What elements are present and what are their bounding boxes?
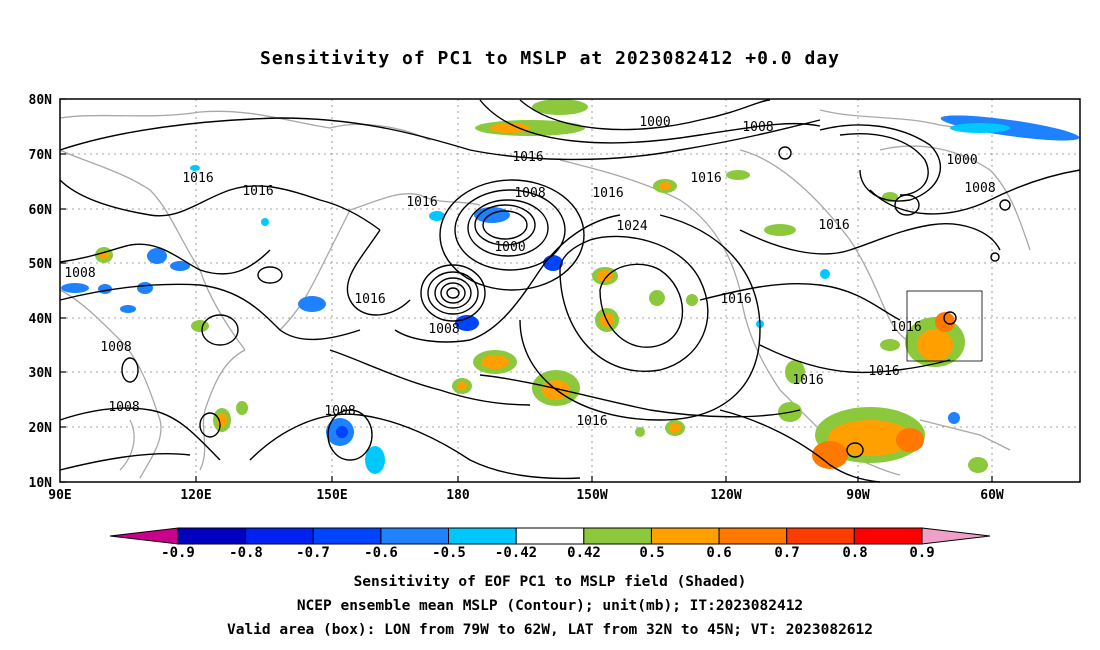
lon-label: 120W	[710, 488, 741, 503]
colorbar-label: 0.5	[639, 545, 664, 561]
colorbar-labels: -0.9 -0.8 -0.7 -0.6 -0.5 -0.42 0.42 0.5 …	[161, 545, 935, 561]
colorbar-label: -0.6	[364, 545, 398, 561]
lat-label: 40N	[29, 312, 53, 327]
caption-line-2: NCEP ensemble mean MSLP (Contour); unit(…	[296, 598, 804, 614]
colorbar-label: -0.5	[432, 545, 466, 561]
contour-label: 1016	[182, 171, 213, 186]
contour-label: 1008	[108, 400, 139, 415]
contour-label: 1008	[64, 266, 95, 281]
colorbar-segment	[177, 527, 247, 545]
lon-label: 90W	[846, 488, 870, 503]
colorbar-segment	[380, 527, 450, 545]
shaded-sensitivity-patches	[61, 99, 1080, 474]
contour-label: 1008	[964, 181, 995, 196]
map-border	[59, 98, 1081, 483]
lon-label: 180	[446, 488, 470, 503]
colorbar-label: -0.9	[161, 545, 195, 561]
contour-label: 1008	[324, 404, 355, 419]
lat-label: 10N	[29, 476, 53, 491]
lat-label: 30N	[29, 366, 53, 381]
colorbar-segment	[583, 527, 652, 545]
colorbar-label: 0.9	[909, 545, 934, 561]
contour-label: 1008	[100, 340, 131, 355]
colorbar-label: -0.8	[229, 545, 263, 561]
contour-label: 1016	[406, 195, 437, 210]
lon-label: 60W	[980, 488, 1004, 503]
lat-label: 20N	[29, 421, 53, 436]
lat-label: 50N	[29, 257, 53, 272]
contour-label: 1016	[890, 320, 921, 335]
contour-label: 1008	[514, 186, 545, 201]
contour-label: 1024	[616, 219, 647, 234]
colorbar-label: 0.42	[567, 545, 601, 561]
contour-label: 1000	[946, 153, 977, 168]
caption-line-3: Valid area (box): LON from 79W to 62W, L…	[226, 622, 873, 638]
contour-label: 1000	[639, 115, 670, 130]
contour-label: 1016	[720, 292, 751, 307]
colorbar-segment	[718, 527, 788, 545]
lon-label: 150E	[316, 488, 347, 503]
colorbar-label: 0.8	[842, 545, 867, 561]
colorbar-label: -0.42	[495, 545, 537, 561]
contour-label: 1016	[690, 171, 721, 186]
colorbar-label: 0.6	[706, 545, 731, 561]
contour-label: 1016	[576, 414, 607, 429]
colorbar	[109, 527, 991, 545]
colorbar-segment	[853, 527, 923, 545]
colorbar-segment	[786, 527, 855, 545]
colorbar-segment	[650, 527, 720, 545]
lon-label: 90E	[48, 488, 71, 503]
contour-label: 1008	[742, 120, 773, 135]
colorbar-segment	[448, 527, 517, 545]
lat-label: 80N	[29, 93, 53, 108]
map-title: Sensitivity of PC1 to MSLP at 2023082412…	[259, 48, 840, 69]
contour-label: 1016	[242, 184, 273, 199]
contour-label: 1008	[428, 322, 459, 337]
colorbar-label: -0.7	[296, 545, 330, 561]
colorbar-label: 0.7	[774, 545, 799, 561]
colorbar-high-extend	[921, 527, 991, 545]
lon-label: 120E	[180, 488, 211, 503]
contour-label: 1016	[818, 218, 849, 233]
contour-label: 1016	[792, 373, 823, 388]
contour-label: 1016	[354, 292, 385, 307]
colorbar-segment	[312, 527, 382, 545]
colorbar-low-extend	[109, 527, 179, 545]
contour-label: 1016	[512, 150, 543, 165]
coastlines	[59, 109, 1061, 479]
mslp-contours	[59, 99, 1081, 483]
colorbar-segment	[515, 527, 585, 545]
contour-label: 1016	[868, 364, 899, 379]
colorbar-segment	[245, 527, 314, 545]
lon-label: 150W	[576, 488, 607, 503]
contour-label: 1016	[592, 186, 623, 201]
lat-label: 70N	[29, 148, 53, 163]
lat-label: 60N	[29, 203, 53, 218]
caption-line-1: Sensitivity of EOF PC1 to MSLP field (Sh…	[353, 574, 747, 590]
valid-area-box	[906, 290, 983, 362]
contour-label: 1000	[494, 240, 525, 255]
map-frame	[60, 99, 1080, 482]
